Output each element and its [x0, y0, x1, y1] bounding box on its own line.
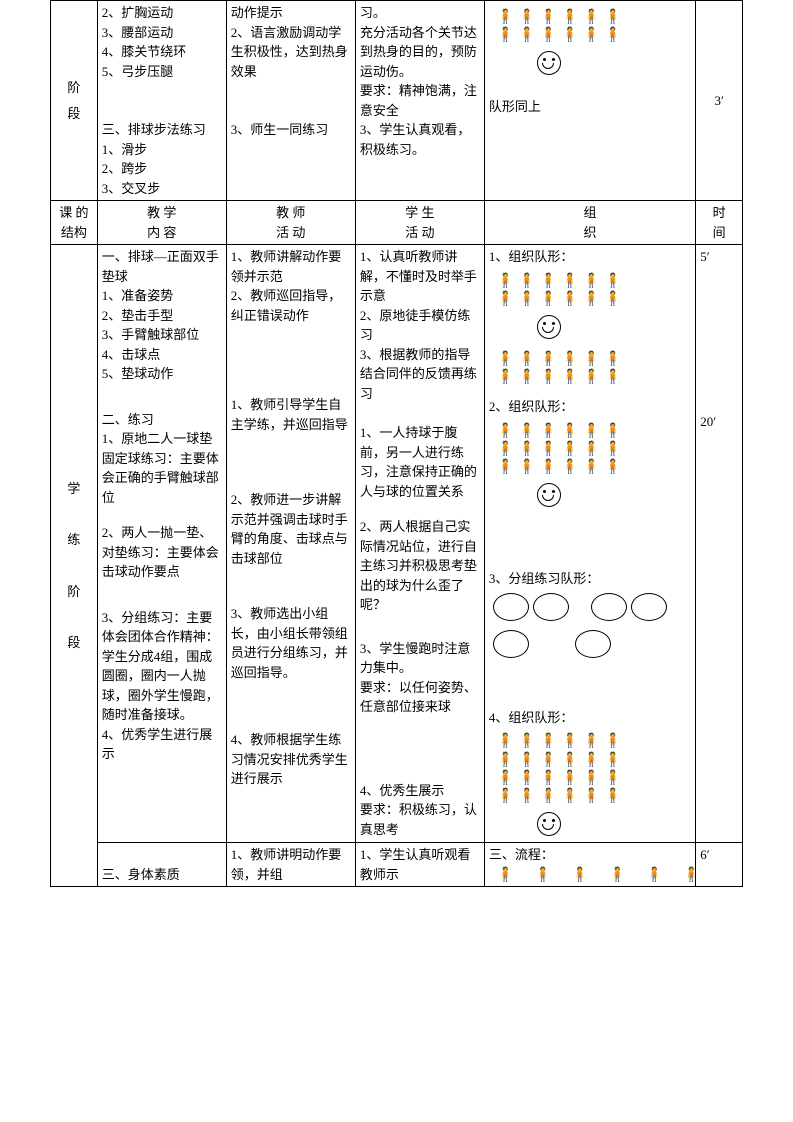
- phase-cell-1: 阶 段: [51, 1, 98, 201]
- time-cell-main: 5′ 20′: [696, 245, 743, 843]
- text: 2、教师进一步讲解示范并强调击球时手臂的角度、击球点与击球部位: [231, 490, 351, 568]
- teacher-icon: [537, 315, 561, 339]
- teacher-icon: [537, 812, 561, 836]
- phase-char: 段: [55, 104, 93, 124]
- text: 时: [700, 203, 738, 223]
- text: 4、教师根据学生练习情况安排优秀学生进行展示: [231, 730, 351, 789]
- org-label: 3、分组练习队形：: [489, 569, 691, 589]
- text: 1、教师讲解动作要领并示范 2、教师巡回指导，纠正错误动作: [231, 247, 351, 325]
- text: 学 生: [360, 203, 480, 223]
- text: 课 的: [55, 203, 93, 223]
- text: 3、教师选出小组长，由小组长带领组员进行分组练习，并巡回指导。: [231, 604, 351, 682]
- text: 3、分组练习：主要体会团体合作精神：学生分成4组，围成圆圈，圈内一人抛球，圈外学…: [102, 608, 222, 764]
- student-cell-main: 1、认真听教师讲解，不懂时及时举手示意 2、原地徒手模仿练习 3、根据教师的指导…: [355, 245, 484, 843]
- content-cell-main: 一、排球—正面双手垫球 1、准备姿势 2、垫击手型 3、手臂触球部位 4、击球点…: [97, 245, 226, 843]
- text: 习。 充分活动各个关节达到热身的目的，预防运动伤。 要求：精神饱满，注意安全 3…: [360, 3, 480, 159]
- org-cell-main: 1、组织队形： 🧍🧍🧍🧍🧍🧍 🧍🧍🧍🧍🧍🧍 🧍🧍🧍🧍🧍🧍 🧍🧍🧍🧍🧍🧍 2、组织…: [484, 245, 695, 843]
- text: 2、扩胸运动 3、腰部运动 4、膝关节绕环 5、弓步压腿 三、排球步法练习 1、…: [102, 3, 222, 198]
- text: 三、流程：: [489, 845, 691, 865]
- phase-char: 阶: [55, 569, 93, 615]
- org-cell: 🧍🧍🧍🧍🧍🧍 🧍🧍🧍🧍🧍🧍 队形同上: [484, 1, 695, 201]
- text: 组: [489, 203, 691, 223]
- formation-diagram: 🧍🧍🧍🧍🧍🧍 🧍🧍🧍🧍🧍🧍 🧍🧍🧍🧍🧍🧍 🧍🧍🧍🧍🧍🧍: [497, 731, 691, 804]
- org-label: 1、组织队形：: [489, 247, 691, 267]
- phase-char: 学: [55, 466, 93, 512]
- text: 1、认真听教师讲解，不懂时及时举手示意 2、原地徒手模仿练习 3、根据教师的指导…: [360, 247, 480, 403]
- hdr-structure: 课 的 结构: [51, 201, 98, 245]
- text: 1、教师引导学生自主学练，并巡回指导: [231, 395, 351, 434]
- hdr-content: 教 学 内 容: [97, 201, 226, 245]
- text: 活 动: [360, 223, 480, 243]
- text: 活 动: [231, 223, 351, 243]
- text: 3、学生慢跑时注意力集中。 要求：以任何姿势、任意部位接来球: [360, 639, 480, 717]
- text: 2、两人根据自己实际情况站位，进行自主练习并积极思考垫出的球为什么歪了呢？: [360, 517, 480, 615]
- text: 一、排球—正面双手垫球 1、准备姿势 2、垫击手型 3、手臂触球部位 4、击球点…: [102, 247, 222, 384]
- text: 4、优秀生展示 要求：积极练习，认真思考: [360, 781, 480, 840]
- formation-diagram: 🧍🧍🧍🧍🧍🧍 🧍🧍🧍🧍🧍🧍: [497, 7, 691, 43]
- group-circles: [493, 593, 691, 627]
- hdr-student: 学 生 活 动: [355, 201, 484, 245]
- text: 间: [700, 223, 738, 243]
- phase-char: 阶: [55, 78, 93, 98]
- teacher-cell: 动作提示 2、语言激励调动学生积极性，达到热身效果 3、师生一同练习: [226, 1, 355, 201]
- org-cell-bottom: 三、流程： 🧍 🧍 🧍 🧍 🧍 🧍: [484, 843, 695, 887]
- text: 动作提示 2、语言激励调动学生积极性，达到热身效果 3、师生一同练习: [231, 3, 351, 140]
- text: 织: [489, 223, 691, 243]
- text: 1、教师讲明动作要领，并组: [231, 845, 351, 884]
- formation-diagram: 🧍🧍🧍🧍🧍🧍 🧍🧍🧍🧍🧍🧍: [497, 271, 691, 307]
- formation-diagram: 🧍 🧍 🧍 🧍 🧍 🧍: [497, 865, 691, 883]
- student-cell-bottom: 1、学生认真听观看教师示: [355, 843, 484, 887]
- org-label: 2、组织队形：: [489, 397, 691, 417]
- text: 20′: [700, 412, 738, 432]
- text: 内 容: [102, 223, 222, 243]
- student-cell: 习。 充分活动各个关节达到热身的目的，预防运动伤。 要求：精神饱满，注意安全 3…: [355, 1, 484, 201]
- text: 教 师: [231, 203, 351, 223]
- text: 结构: [55, 223, 93, 243]
- hdr-org: 组 织: [484, 201, 695, 245]
- hdr-time: 时 间: [696, 201, 743, 245]
- teacher-cell-main: 1、教师讲解动作要领并示范 2、教师巡回指导，纠正错误动作 1、教师引导学生自主…: [226, 245, 355, 843]
- teacher-cell-bottom: 1、教师讲明动作要领，并组: [226, 843, 355, 887]
- text: 三、身体素质: [102, 865, 222, 885]
- text: 5′: [700, 247, 738, 267]
- teacher-icon: [537, 483, 561, 507]
- org-label: 4、组织队形：: [489, 708, 691, 728]
- time-cell: 3′: [696, 1, 743, 201]
- org-label: 队形同上: [489, 97, 691, 117]
- content-cell-bottom: 三、身体素质: [97, 843, 226, 887]
- phase-cell-2: 学 练 阶 段: [51, 245, 98, 887]
- text: 1、一人持球于腹前，另一人进行练习，注意保持正确的人与球的位置关系: [360, 423, 480, 501]
- text: 1、学生认真听观看教师示: [360, 845, 480, 884]
- text: 教 学: [102, 203, 222, 223]
- formation-diagram: 🧍🧍🧍🧍🧍🧍 🧍🧍🧍🧍🧍🧍 🧍🧍🧍🧍🧍🧍: [497, 421, 691, 476]
- text: 二、练习 1、原地二人一球垫固定球练习：主要体会正确的手臂触球部位: [102, 410, 222, 508]
- phase-char: 练: [55, 517, 93, 563]
- formation-diagram: 🧍🧍🧍🧍🧍🧍 🧍🧍🧍🧍🧍🧍: [497, 349, 691, 385]
- phase-char: 段: [55, 620, 93, 666]
- text: 2、两人一抛一垫、对垫练习：主要体会击球动作要点: [102, 523, 222, 582]
- lesson-plan-table: 阶 段 2、扩胸运动 3、腰部运动 4、膝关节绕环 5、弓步压腿 三、排球步法练…: [50, 0, 743, 887]
- group-circles: [493, 630, 691, 664]
- hdr-teacher: 教 师 活 动: [226, 201, 355, 245]
- teacher-icon: [537, 51, 561, 75]
- content-cell: 2、扩胸运动 3、腰部运动 4、膝关节绕环 5、弓步压腿 三、排球步法练习 1、…: [97, 1, 226, 201]
